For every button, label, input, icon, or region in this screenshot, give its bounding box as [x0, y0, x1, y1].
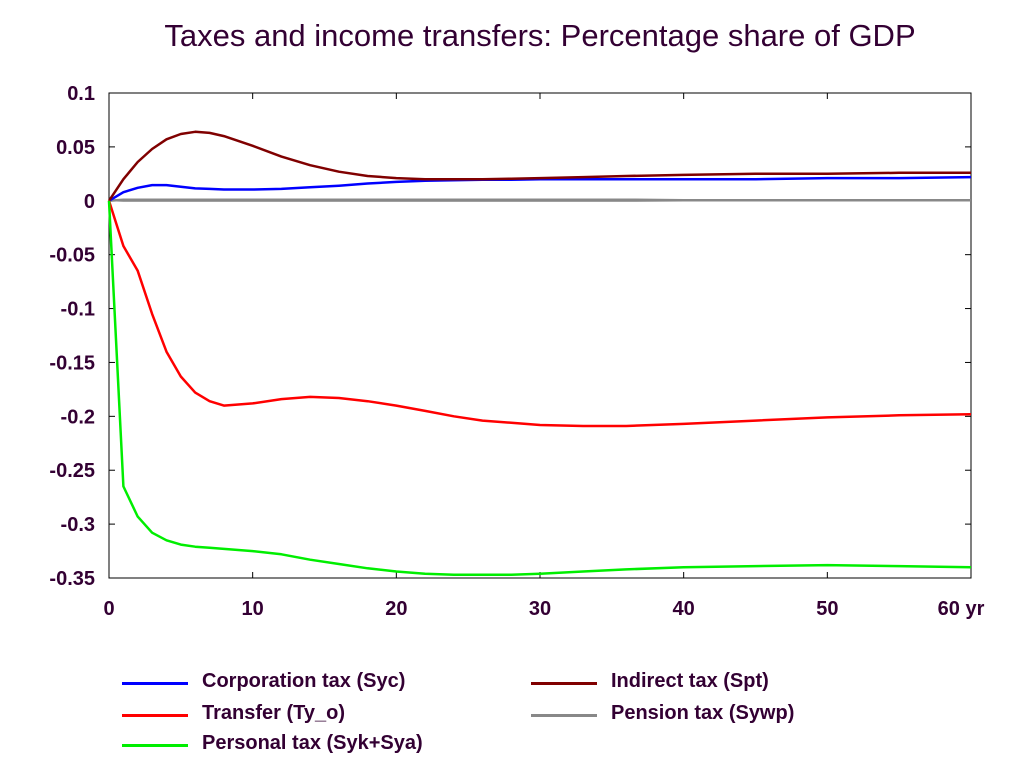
series-lines [107, 130, 972, 577]
x-tick-label: 30 [529, 598, 551, 620]
series-line-indirect-tax-spt [107, 130, 971, 202]
y-tick-label: -0.25 [49, 460, 95, 482]
x-tick-label: 40 [673, 598, 695, 620]
series-line-corporation-tax-syc [108, 175, 972, 202]
x-tick-label: 0 [103, 598, 114, 620]
legend-swatch-transfer [122, 714, 188, 717]
x-tick-label: 50 [816, 598, 838, 620]
y-tick-label: 0.05 [56, 137, 95, 159]
tick-labels: 0.1 0.05 0 -0.05 -0.1 -0.15 -0.2 -0.25 -0.3 -0.35… [49, 83, 984, 620]
series-line-personal-tax-syk-sya [107, 200, 972, 577]
y-tick-label: 0.1 [67, 83, 95, 105]
y-tick-label: -0.2 [61, 406, 95, 428]
series-line-transfer-ty-o [107, 200, 972, 428]
legend-label-pension-tax: Pension tax (Sywp) [611, 702, 795, 724]
legend-swatch-pension-tax [531, 714, 597, 717]
y-tick-label: -0.3 [61, 514, 95, 536]
legend-label-personal-tax: Personal tax (Syk+Sya) [202, 732, 423, 754]
y-tick-label: -0.1 [61, 299, 95, 321]
legend-label-corporation-tax: Corporation tax (Syc) [202, 670, 406, 692]
line-chart: 0.1 0.05 0 -0.05 -0.1 -0.15 -0.2 -0.25 -0.3 -0.35… [49, 83, 984, 620]
series-line-pension-tax-sywp [108, 198, 971, 203]
legend-swatch-indirect-tax [531, 682, 597, 685]
plot-frame [108, 92, 972, 579]
x-tick-label: 60 yr [938, 598, 985, 620]
legend-swatch-corporation-tax [122, 682, 188, 685]
plot-area [108, 92, 972, 579]
x-tick-label: 10 [242, 598, 264, 620]
y-tick-label: -0.15 [49, 352, 95, 374]
legend-label-transfer: Transfer (Ty_o) [202, 702, 345, 724]
legend-label-indirect-tax: Indirect tax (Spt) [611, 670, 769, 692]
y-tick-label: 0 [84, 191, 95, 213]
x-tick-label: 20 [385, 598, 407, 620]
legend-swatch-personal-tax [122, 744, 188, 747]
y-tick-label: -0.05 [49, 245, 95, 267]
y-tick-label: -0.35 [49, 568, 95, 590]
chart-title: Taxes and income transfers: Percentage s… [164, 18, 916, 53]
